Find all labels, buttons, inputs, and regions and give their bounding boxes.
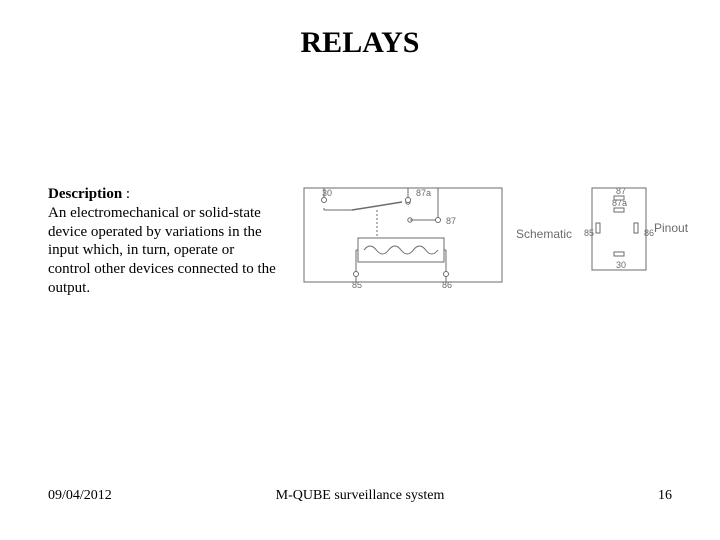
relay-diagram-svg: 30 87a 87 85 86 Schematic 87 87a 85 86 30 Pinout <box>296 180 691 290</box>
slide-title: RELAYS <box>0 26 720 60</box>
description-body: An electromechanical or solid-state devi… <box>48 205 276 296</box>
svg-text:87: 87 <box>616 186 626 196</box>
footer-page: 16 <box>658 488 672 504</box>
svg-text:86: 86 <box>442 280 452 290</box>
svg-text:87a: 87a <box>612 198 627 208</box>
description-block: Description : An electromechanical or so… <box>48 185 278 298</box>
svg-text:Schematic: Schematic <box>516 227 572 241</box>
relay-diagram: 30 87a 87 85 86 Schematic 87 87a 85 86 30 Pinout <box>296 180 691 295</box>
footer: 09/04/2012 M-QUBE surveillance system 16 <box>0 488 720 506</box>
description-label: Description <box>48 186 122 202</box>
svg-text:Pinout: Pinout <box>654 221 689 235</box>
svg-text:30: 30 <box>616 260 626 270</box>
footer-center: M-QUBE surveillance system <box>0 488 720 504</box>
svg-text:85: 85 <box>584 228 594 238</box>
svg-text:87a: 87a <box>416 188 431 198</box>
slide: RELAYS Description : An electromechanica… <box>0 0 720 540</box>
svg-text:86: 86 <box>644 228 654 238</box>
svg-text:87: 87 <box>446 216 456 226</box>
description-sep: : <box>122 186 130 202</box>
svg-text:30: 30 <box>322 188 332 198</box>
svg-text:85: 85 <box>352 280 362 290</box>
